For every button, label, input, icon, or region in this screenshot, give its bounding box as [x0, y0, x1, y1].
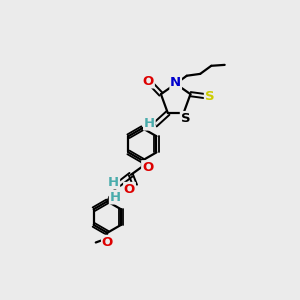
Text: O: O — [102, 236, 113, 248]
Text: S: S — [181, 112, 190, 125]
Text: S: S — [205, 89, 214, 103]
Text: O: O — [143, 75, 154, 88]
Text: O: O — [142, 161, 153, 174]
Text: H: H — [110, 191, 121, 204]
Text: H: H — [144, 117, 155, 130]
Text: O: O — [124, 183, 135, 196]
Text: H: H — [108, 176, 119, 189]
Text: N: N — [170, 76, 181, 89]
